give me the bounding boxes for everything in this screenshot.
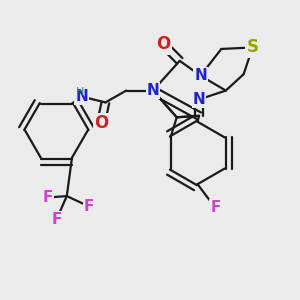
- Text: N: N: [147, 83, 159, 98]
- Text: F: F: [210, 200, 220, 215]
- Text: F: F: [84, 199, 94, 214]
- Text: N: N: [193, 92, 206, 107]
- Text: S: S: [247, 38, 259, 56]
- Text: H: H: [76, 87, 84, 97]
- Text: F: F: [51, 212, 62, 227]
- Text: N: N: [75, 89, 88, 104]
- Text: O: O: [94, 114, 108, 132]
- Text: F: F: [42, 190, 52, 205]
- Text: O: O: [156, 35, 170, 53]
- Text: N: N: [194, 68, 207, 83]
